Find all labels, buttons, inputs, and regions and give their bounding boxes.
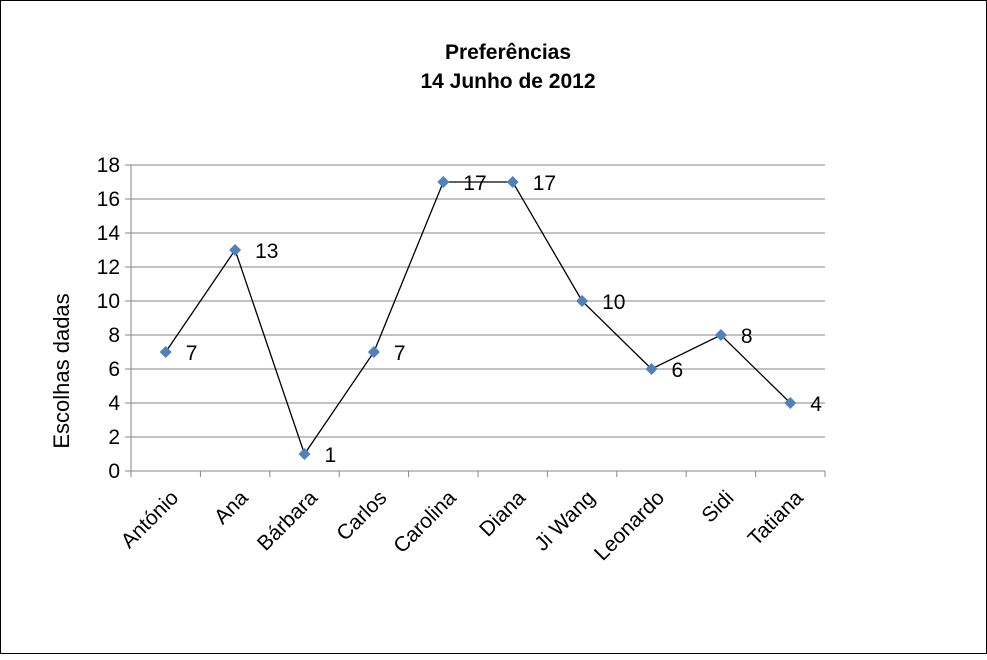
series-markers: [159, 176, 797, 460]
y-axis-ticks: 0 2 4 6 8 10 12 14 16 18: [97, 154, 131, 483]
data-point-marker: [367, 346, 380, 358]
data-point-marker: [506, 176, 519, 188]
x-tick-label: Leonardo: [590, 486, 669, 565]
x-tick-label: Sidi: [697, 486, 738, 527]
x-tick-label: Carolina: [389, 486, 461, 558]
x-tick-label: Diana: [475, 486, 530, 541]
y-tick-label: 2: [108, 426, 120, 449]
data-label: 13: [255, 240, 278, 263]
data-point-marker: [714, 329, 727, 341]
series-line-path: [165, 181, 791, 456]
y-tick-label: 10: [97, 290, 120, 313]
data-label: 7: [394, 342, 406, 365]
series-line: [165, 181, 791, 456]
data-point-marker: [576, 295, 589, 307]
chart-title: Preferências 14 Junho de 2012: [420, 41, 595, 93]
data-label: 17: [463, 172, 486, 195]
axes: [130, 165, 825, 477]
x-tick-label: António: [117, 486, 184, 553]
data-label: 1: [325, 444, 337, 467]
data-point-marker: [298, 448, 311, 460]
y-tick-label: 14: [97, 222, 121, 245]
data-label: 7: [186, 342, 198, 365]
data-label: 17: [533, 172, 556, 195]
x-tick-label: Tatiana: [744, 486, 808, 550]
data-point-marker: [229, 244, 242, 256]
y-tick-label: 12: [97, 256, 120, 279]
data-point-marker: [645, 363, 658, 375]
chart-title-line-2: 14 Junho de 2012: [420, 70, 595, 93]
data-label: 4: [810, 393, 822, 416]
data-label: 8: [741, 325, 753, 348]
y-tick-label: 16: [97, 188, 120, 211]
data-label: 10: [602, 291, 625, 314]
gridlines: [131, 164, 825, 438]
y-tick-label: 4: [108, 392, 120, 415]
data-label: 6: [672, 359, 684, 382]
data-point-marker: [784, 397, 797, 409]
x-tick-label: Ana: [210, 486, 253, 529]
chart-title-line-1: Preferências: [445, 41, 571, 64]
y-axis-label: Escolhas dadas: [49, 293, 74, 448]
x-tick-label: Ji Wang: [530, 486, 599, 555]
x-tick-label: Bárbara: [253, 486, 322, 555]
y-tick-label: 8: [108, 324, 120, 347]
data-point-marker: [437, 176, 450, 188]
data-point-marker: [159, 346, 172, 358]
y-tick-label: 18: [97, 154, 120, 177]
y-tick-label: 6: [108, 358, 120, 381]
y-tick-label: 0: [108, 460, 120, 483]
x-tick-label: Carlos: [332, 486, 391, 545]
